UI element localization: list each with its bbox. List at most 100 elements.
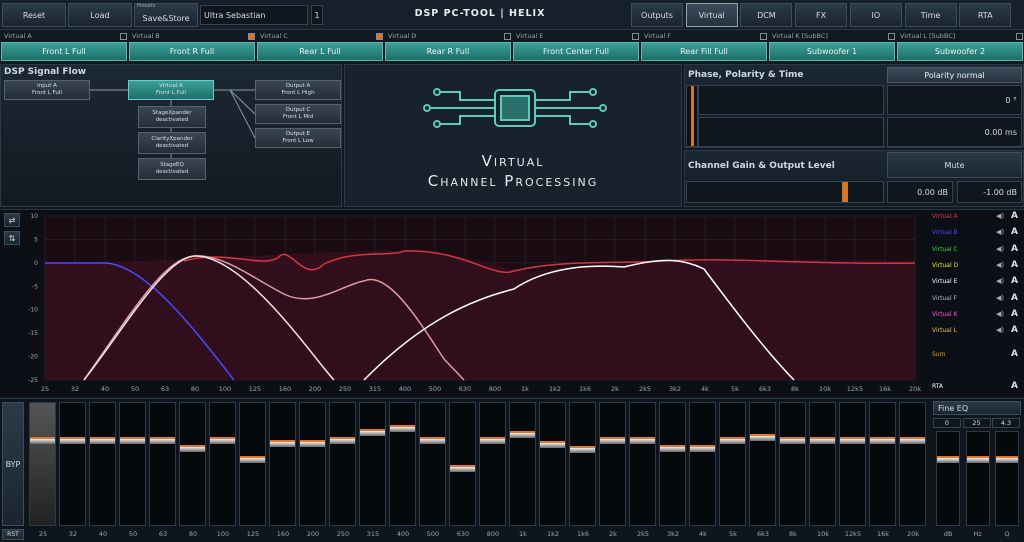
- toolbar-button[interactable]: Reset: [2, 3, 66, 27]
- speaker-icon[interactable]: ◀): [996, 326, 1004, 335]
- auto-icon[interactable]: A: [1011, 349, 1018, 359]
- delay-track[interactable]: [698, 117, 884, 147]
- toolbar-button[interactable]: Load: [68, 3, 132, 27]
- link-button[interactable]: ⇅: [4, 231, 20, 245]
- fader-knob[interactable]: [120, 437, 145, 444]
- eq-fader[interactable]: [389, 402, 416, 526]
- channel-button[interactable]: Rear R Full: [385, 42, 511, 61]
- eq-fader[interactable]: [449, 402, 476, 526]
- legend-label[interactable]: Virtual E: [932, 278, 958, 286]
- legend-label[interactable]: Virtual A: [932, 213, 958, 220]
- fader-knob[interactable]: [540, 441, 565, 448]
- toolbar-button[interactable]: Save&Store: [134, 3, 198, 27]
- channel-checkbox[interactable]: [120, 33, 127, 40]
- auto-icon[interactable]: A: [1011, 381, 1018, 391]
- fader-knob[interactable]: [570, 446, 595, 453]
- output-node[interactable]: Output C Front L Mid: [255, 104, 341, 124]
- fader-knob[interactable]: [420, 437, 445, 444]
- speaker-icon[interactable]: ◀): [996, 244, 1004, 253]
- fader-knob[interactable]: [630, 437, 655, 444]
- eq-fader[interactable]: [839, 402, 866, 526]
- legend-label[interactable]: Virtual D: [932, 261, 959, 269]
- module-node[interactable]: ClarityXpander deactivated: [138, 132, 206, 154]
- channel-button[interactable]: Front Center Full: [513, 42, 639, 61]
- fader-knob[interactable]: [30, 437, 55, 444]
- eq-fader[interactable]: [299, 402, 326, 526]
- legend-label[interactable]: RTA: [932, 383, 944, 390]
- eq-fader[interactable]: [29, 402, 56, 526]
- fader-knob[interactable]: [240, 456, 265, 463]
- channel-checkbox[interactable]: [888, 33, 895, 40]
- fader-knob[interactable]: [60, 437, 85, 444]
- fader-knob[interactable]: [900, 437, 925, 444]
- fader-knob[interactable]: [210, 437, 235, 444]
- fader-knob[interactable]: [996, 456, 1018, 463]
- channel-button[interactable]: Rear L Full: [257, 42, 383, 61]
- preset-name[interactable]: Ultra Sebastian: [200, 5, 308, 25]
- output-node[interactable]: Output E Front L Low: [255, 128, 341, 148]
- bypass-button[interactable]: BYP: [2, 402, 24, 526]
- auto-icon[interactable]: A: [1011, 276, 1018, 287]
- eq-fader[interactable]: [779, 402, 806, 526]
- param-value[interactable]: 0: [933, 418, 961, 428]
- nav-tab[interactable]: DCM: [740, 3, 793, 27]
- eq-fader[interactable]: [329, 402, 356, 526]
- virtual-node[interactable]: Virtual A Front L Full: [128, 80, 214, 100]
- auto-icon[interactable]: A: [1011, 325, 1018, 336]
- auto-icon[interactable]: A: [1011, 243, 1018, 254]
- fader-knob[interactable]: [90, 437, 115, 444]
- eq-fader[interactable]: [419, 402, 446, 526]
- polarity-button[interactable]: Polarity normal: [887, 67, 1022, 83]
- fader-knob[interactable]: [510, 431, 535, 438]
- fader-knob[interactable]: [870, 437, 895, 444]
- fader-knob[interactable]: [810, 437, 835, 444]
- eq-fader[interactable]: [719, 402, 746, 526]
- eq-fader[interactable]: [659, 402, 686, 526]
- level-value[interactable]: -1.00 dB: [957, 181, 1022, 203]
- nav-tab[interactable]: IO: [849, 3, 902, 27]
- channel-checkbox[interactable]: [504, 33, 511, 40]
- eq-fader[interactable]: [269, 402, 296, 526]
- legend-label[interactable]: Virtual F: [932, 294, 957, 302]
- auto-icon[interactable]: A: [1011, 211, 1018, 221]
- fader-knob[interactable]: [840, 437, 865, 444]
- phase-value[interactable]: 0 °: [887, 85, 1022, 115]
- speaker-icon[interactable]: ◀): [996, 260, 1004, 269]
- param-fader[interactable]: [965, 431, 990, 526]
- fader-knob[interactable]: [480, 437, 505, 444]
- fader-knob[interactable]: [300, 440, 325, 447]
- fader-knob[interactable]: [750, 434, 775, 441]
- eq-fader[interactable]: [749, 402, 776, 526]
- legend-label[interactable]: Virtual B: [932, 229, 958, 237]
- eq-fader[interactable]: [539, 402, 566, 526]
- eq-fader[interactable]: [479, 402, 506, 526]
- fader-knob[interactable]: [780, 437, 805, 444]
- input-node[interactable]: Input A Front L Full: [4, 80, 90, 100]
- mute-button[interactable]: Mute: [887, 152, 1022, 178]
- param-value[interactable]: 4.3: [992, 418, 1020, 428]
- channel-button[interactable]: Subwoofer 1: [769, 42, 895, 61]
- channel-button[interactable]: Rear Fill Full: [641, 42, 767, 61]
- fader-knob[interactable]: [330, 437, 355, 444]
- reset-button[interactable]: RST: [2, 529, 24, 540]
- eq-mode-select[interactable]: Fine EQ: [933, 401, 1021, 415]
- swap-button[interactable]: ⇄: [4, 213, 20, 227]
- channel-checkbox[interactable]: [760, 33, 767, 40]
- fader-knob[interactable]: [690, 445, 715, 452]
- eq-fader[interactable]: [209, 402, 236, 526]
- fader-knob[interactable]: [600, 437, 625, 444]
- eq-fader[interactable]: [89, 402, 116, 526]
- nav-tab[interactable]: Virtual: [685, 3, 738, 27]
- fader-knob[interactable]: [720, 437, 745, 444]
- module-node[interactable]: StageXpander deactivated: [138, 106, 206, 128]
- fader-knob[interactable]: [660, 445, 685, 452]
- eq-fader[interactable]: [629, 402, 656, 526]
- speaker-icon[interactable]: ◀): [996, 309, 1004, 318]
- fader-knob[interactable]: [390, 425, 415, 432]
- auto-icon[interactable]: A: [1011, 292, 1018, 303]
- auto-icon[interactable]: A: [1011, 227, 1018, 238]
- channel-checkbox[interactable]: [632, 33, 639, 40]
- eq-fader[interactable]: [899, 402, 926, 526]
- eq-fader[interactable]: [149, 402, 176, 526]
- channel-button[interactable]: Subwoofer 2: [897, 42, 1023, 61]
